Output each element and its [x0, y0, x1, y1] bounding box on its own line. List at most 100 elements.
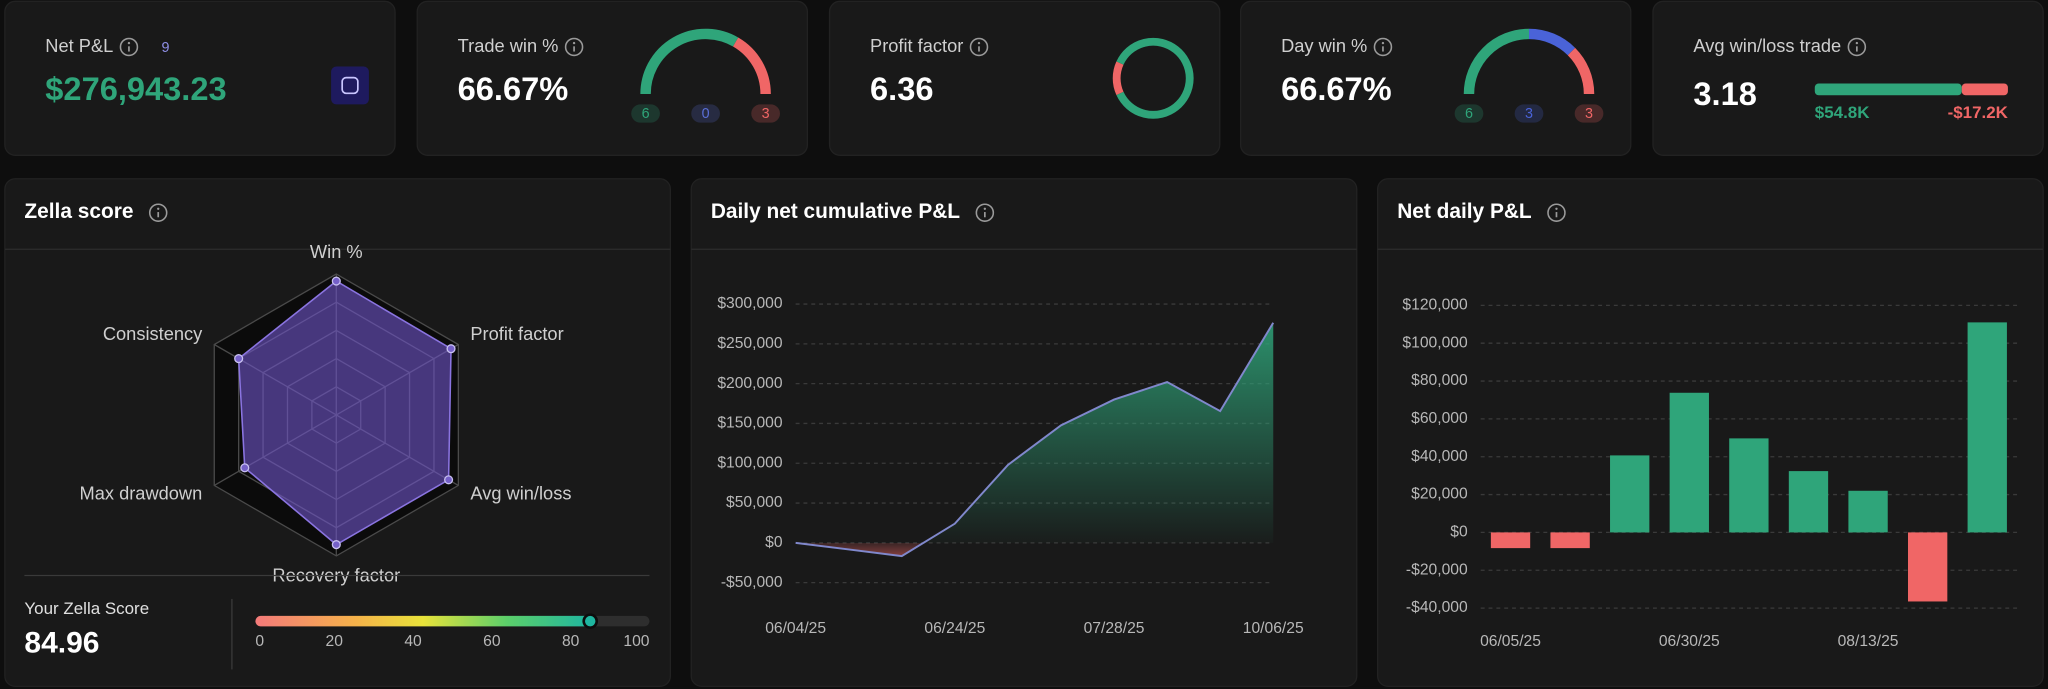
score-marker — [582, 613, 599, 629]
count-badge-text: 0 — [702, 106, 710, 122]
gauge-segment — [1463, 28, 1530, 95]
count-badge — [1454, 104, 1484, 123]
info-icon-dot — [127, 41, 131, 45]
y-tick-label: $120,000 — [1402, 296, 1468, 313]
kpi-label: Trade win % — [458, 35, 559, 56]
count-badge-text: 3 — [1525, 106, 1533, 122]
bar — [1490, 532, 1531, 549]
kpi-card — [1652, 0, 2044, 156]
avg-loss-bar — [1961, 83, 2008, 96]
score-tick-label: 0 — [255, 633, 264, 650]
y-tick-label: -$20,000 — [1406, 561, 1468, 578]
bar — [1550, 532, 1590, 549]
y-tick-label: $50,000 — [726, 494, 783, 511]
y-tick-label: $20,000 — [1411, 486, 1468, 503]
gauge-segment — [732, 37, 771, 95]
x-tick-label: 06/30/25 — [1659, 633, 1720, 650]
kpi-value: 6.36 — [870, 70, 933, 107]
x-tick-label: 06/24/25 — [924, 620, 985, 637]
y-tick-label: $100,000 — [717, 454, 783, 471]
x-tick-label: 10/06/25 — [1243, 620, 1304, 637]
ring-profit — [1116, 37, 1194, 119]
score-fill — [255, 615, 591, 627]
share-button[interactable] — [331, 66, 369, 105]
bar — [1848, 490, 1888, 533]
score-tick-label: 40 — [404, 633, 422, 650]
count-badge-text: 6 — [1465, 106, 1473, 122]
gauge-segment — [1528, 28, 1576, 56]
x-tick-label: 06/04/25 — [765, 620, 826, 637]
bar — [1788, 471, 1829, 533]
y-tick-label: $0 — [1450, 524, 1468, 541]
count-badge — [631, 104, 660, 123]
kpi-card — [1239, 0, 1632, 156]
kpi-label: Avg win/loss trade — [1693, 35, 1841, 56]
kpi-value: 66.67% — [1281, 70, 1392, 107]
y-tick-label: $100,000 — [1402, 334, 1468, 351]
score-tick-label: 80 — [562, 633, 580, 650]
info-icon-dot — [1555, 207, 1558, 210]
panel-title: Net daily P&L — [1397, 200, 1532, 223]
kpi-badge: 9 — [161, 40, 169, 56]
count-badge-text: 3 — [762, 106, 770, 122]
y-tick-label: $200,000 — [717, 375, 783, 392]
x-tick-label: 08/13/25 — [1838, 633, 1899, 650]
score-tick-label: 20 — [326, 633, 344, 650]
score-tick-label: 100 — [623, 633, 649, 650]
avg-win-label: $54.8K — [1815, 103, 1870, 122]
panel — [690, 178, 1358, 688]
info-icon — [148, 203, 168, 222]
x-tick-label: 06/05/25 — [1480, 633, 1541, 650]
y-tick-label: $0 — [765, 534, 783, 551]
radar-point — [240, 463, 250, 473]
cumulative-line — [795, 322, 1275, 558]
count-badge — [1514, 104, 1544, 123]
kpi-label: Net P&L — [45, 35, 113, 56]
ring-loss — [1112, 61, 1124, 96]
info-icon-dot — [572, 41, 576, 45]
info-icon-dot — [977, 41, 981, 45]
count-badge-text: 6 — [642, 106, 650, 122]
radar-point — [331, 276, 341, 286]
y-tick-label: $150,000 — [717, 415, 783, 432]
score-value: 84.96 — [24, 627, 99, 660]
count-badge-text: 3 — [1585, 106, 1593, 122]
score-tick-label: 60 — [483, 633, 501, 650]
kpi-card — [4, 0, 396, 156]
kpi-value: 66.67% — [458, 70, 569, 107]
score-label: Your Zella Score — [24, 599, 149, 618]
bar — [1967, 322, 2007, 533]
y-tick-label: -$40,000 — [1406, 599, 1468, 616]
count-badge — [691, 104, 720, 123]
radar-point — [234, 354, 244, 364]
panel — [1376, 178, 2044, 688]
y-tick-label: $250,000 — [717, 335, 783, 352]
cumulative-area — [795, 322, 1274, 557]
kpi-value: $276,943.23 — [45, 70, 226, 107]
count-badge — [1574, 104, 1604, 123]
y-tick-label: -$50,000 — [721, 574, 783, 591]
info-icon-dot — [157, 207, 160, 210]
gauge-segment — [1567, 47, 1595, 95]
info-icon — [564, 37, 584, 57]
radar-point — [444, 475, 454, 485]
info-icon-dot — [1381, 41, 1385, 45]
bar — [1610, 455, 1650, 533]
kpi-card — [416, 0, 809, 156]
radar-axis-label: Max drawdown — [80, 482, 203, 503]
share-button-icon — [341, 76, 359, 95]
kpi-label: Profit factor — [870, 35, 963, 56]
bar — [1669, 392, 1709, 533]
y-tick-label: $300,000 — [717, 295, 783, 312]
panel-title: Daily net cumulative P&L — [711, 200, 960, 223]
info-icon — [975, 203, 995, 222]
count-badge — [751, 104, 780, 123]
radar-point — [331, 540, 341, 550]
radar-axis-label: Avg win/loss — [470, 482, 571, 503]
kpi-value: 3.18 — [1693, 75, 1756, 112]
info-icon-dot — [983, 207, 987, 210]
bar — [1729, 438, 1769, 533]
radar-point — [446, 344, 456, 354]
